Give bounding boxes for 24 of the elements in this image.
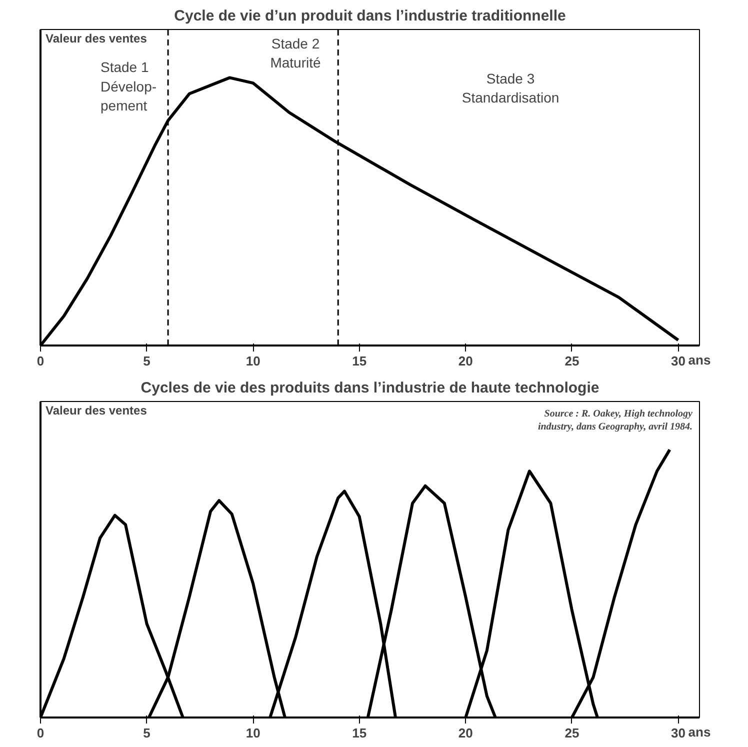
- source-note: Source : R. Oakey, High technology industry, dans Geography, avril 1984.: [538, 408, 694, 432]
- x-tick-label: 25: [564, 726, 580, 740]
- chart-title: Cycles de vie des produits dans l’industrie de haute technologie: [140, 380, 600, 396]
- x-tick-label: 0: [36, 354, 44, 368]
- annotation: Stade 1 Dévelop- pement: [100, 59, 157, 114]
- text: Stade 2 Maturité: [270, 35, 321, 70]
- x-tick-label: 20: [458, 726, 473, 740]
- x-tick-label: 10: [246, 726, 260, 740]
- x-axis-title: ans: [688, 352, 711, 368]
- x-tick-label: 10: [246, 354, 260, 368]
- x-tick-label: 30: [671, 354, 686, 368]
- x-tick-label: 5: [143, 726, 150, 740]
- annotation: Stade 3 Standardisation: [462, 70, 560, 106]
- x-tick-label: 15: [352, 726, 367, 740]
- x-axis-title: ans: [688, 724, 711, 740]
- chart-title: Cycle de vie d’un produit dans l’industrie traditionnelle: [174, 8, 566, 24]
- y-axis-title: Valeur des ventes: [46, 32, 148, 46]
- x-tick-label: 20: [458, 354, 473, 368]
- x-tick-label: 15: [352, 354, 367, 368]
- x-tick-label: 30: [671, 726, 686, 740]
- x-tick-label: 5: [143, 354, 150, 368]
- x-tick-label: 0: [36, 726, 44, 740]
- y-axis-title: Valeur des ventes: [46, 404, 148, 418]
- x-tick-label: 25: [564, 354, 580, 368]
